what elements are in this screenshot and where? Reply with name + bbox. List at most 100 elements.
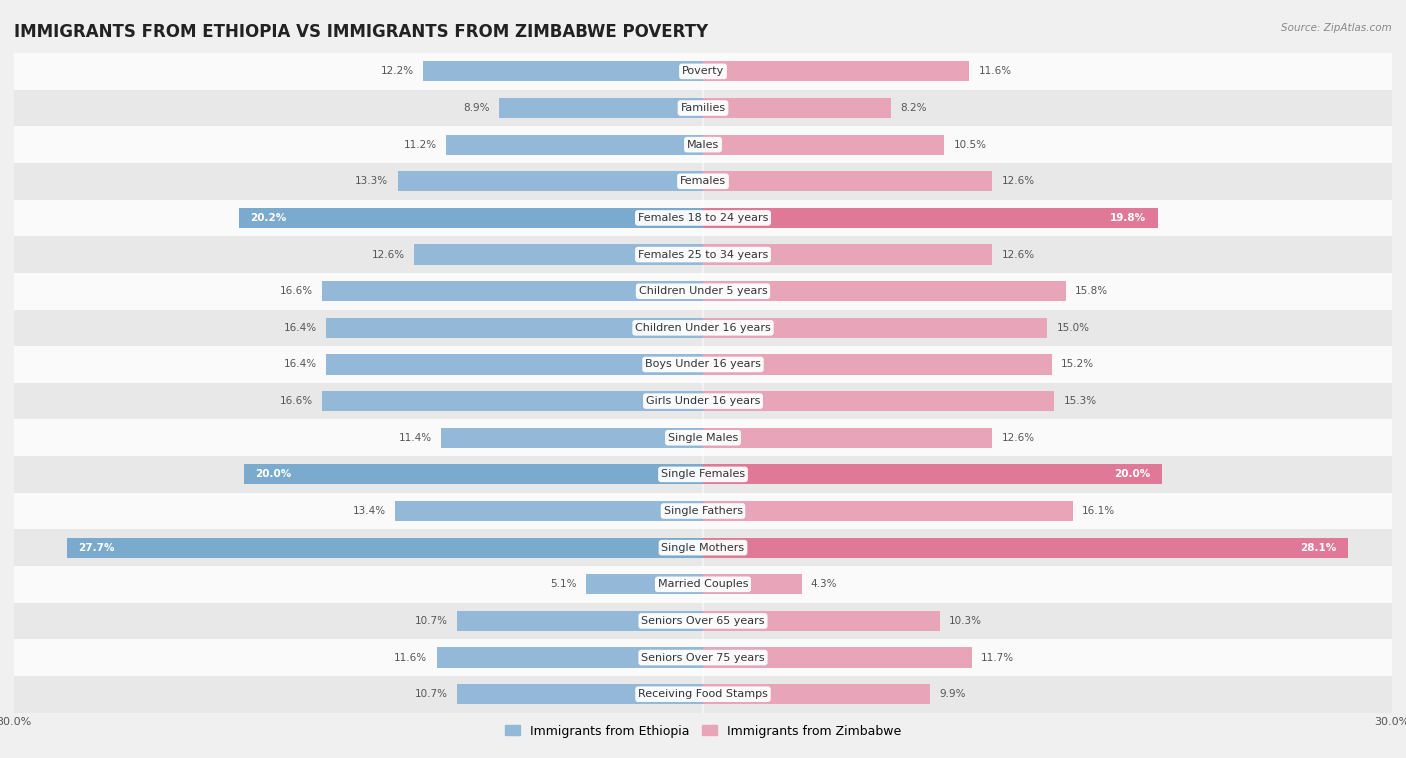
Text: 10.7%: 10.7% xyxy=(415,616,449,626)
Text: 9.9%: 9.9% xyxy=(939,689,966,699)
Text: Single Females: Single Females xyxy=(661,469,745,479)
Text: Seniors Over 75 years: Seniors Over 75 years xyxy=(641,653,765,662)
Text: Boys Under 16 years: Boys Under 16 years xyxy=(645,359,761,369)
Bar xyxy=(322,281,703,301)
Bar xyxy=(239,208,703,228)
Bar xyxy=(14,199,1392,236)
Bar xyxy=(14,529,1392,566)
Bar xyxy=(14,603,1392,639)
Bar xyxy=(67,537,703,558)
Bar xyxy=(457,611,703,631)
Bar xyxy=(423,61,703,81)
Bar xyxy=(14,89,1392,127)
Text: Single Mothers: Single Mothers xyxy=(661,543,745,553)
Text: 13.3%: 13.3% xyxy=(356,177,388,186)
Bar xyxy=(243,465,703,484)
Bar xyxy=(703,355,1052,374)
Text: Children Under 5 years: Children Under 5 years xyxy=(638,287,768,296)
Bar xyxy=(14,309,1392,346)
Text: 16.1%: 16.1% xyxy=(1083,506,1115,516)
Text: 12.6%: 12.6% xyxy=(371,249,405,259)
Text: 27.7%: 27.7% xyxy=(79,543,115,553)
Text: 12.6%: 12.6% xyxy=(1001,433,1035,443)
Text: 11.6%: 11.6% xyxy=(394,653,427,662)
Bar xyxy=(703,391,1054,411)
Bar xyxy=(14,53,1392,89)
Bar xyxy=(14,383,1392,419)
Text: 28.1%: 28.1% xyxy=(1301,543,1337,553)
Text: 13.4%: 13.4% xyxy=(353,506,387,516)
Text: Receiving Food Stamps: Receiving Food Stamps xyxy=(638,689,768,699)
Text: 16.6%: 16.6% xyxy=(280,287,312,296)
Text: 15.0%: 15.0% xyxy=(1057,323,1090,333)
Text: Families: Families xyxy=(681,103,725,113)
Bar xyxy=(703,208,1157,228)
Bar xyxy=(14,566,1392,603)
Bar xyxy=(703,684,931,704)
Bar xyxy=(441,428,703,448)
Text: Source: ZipAtlas.com: Source: ZipAtlas.com xyxy=(1281,23,1392,33)
Text: 10.5%: 10.5% xyxy=(953,139,987,149)
Bar xyxy=(703,135,945,155)
Text: 15.2%: 15.2% xyxy=(1062,359,1094,369)
Text: 10.3%: 10.3% xyxy=(949,616,981,626)
Bar xyxy=(703,61,969,81)
Bar xyxy=(703,245,993,265)
Text: Females 18 to 24 years: Females 18 to 24 years xyxy=(638,213,768,223)
Text: Poverty: Poverty xyxy=(682,67,724,77)
Text: 10.7%: 10.7% xyxy=(415,689,449,699)
Bar xyxy=(703,171,993,191)
Bar xyxy=(499,98,703,118)
Bar xyxy=(14,346,1392,383)
Bar xyxy=(703,281,1066,301)
Bar xyxy=(703,611,939,631)
Text: 12.6%: 12.6% xyxy=(1001,249,1035,259)
Bar xyxy=(14,639,1392,676)
Text: 5.1%: 5.1% xyxy=(550,579,576,589)
Text: 16.4%: 16.4% xyxy=(284,323,318,333)
Text: 12.6%: 12.6% xyxy=(1001,177,1035,186)
Text: Married Couples: Married Couples xyxy=(658,579,748,589)
Text: IMMIGRANTS FROM ETHIOPIA VS IMMIGRANTS FROM ZIMBABWE POVERTY: IMMIGRANTS FROM ETHIOPIA VS IMMIGRANTS F… xyxy=(14,23,709,41)
Bar xyxy=(395,501,703,521)
Bar xyxy=(586,575,703,594)
Text: Single Fathers: Single Fathers xyxy=(664,506,742,516)
Bar xyxy=(14,493,1392,529)
Bar xyxy=(14,163,1392,199)
Text: Children Under 16 years: Children Under 16 years xyxy=(636,323,770,333)
Text: 15.8%: 15.8% xyxy=(1076,287,1108,296)
Text: Males: Males xyxy=(688,139,718,149)
Bar xyxy=(398,171,703,191)
Text: 20.2%: 20.2% xyxy=(250,213,287,223)
Text: 15.3%: 15.3% xyxy=(1063,396,1097,406)
Text: 11.7%: 11.7% xyxy=(981,653,1014,662)
Bar xyxy=(413,245,703,265)
Bar xyxy=(703,318,1047,338)
Legend: Immigrants from Ethiopia, Immigrants from Zimbabwe: Immigrants from Ethiopia, Immigrants fro… xyxy=(501,719,905,743)
Bar xyxy=(703,647,972,668)
Bar xyxy=(703,465,1163,484)
Text: Females: Females xyxy=(681,177,725,186)
Text: Girls Under 16 years: Girls Under 16 years xyxy=(645,396,761,406)
Bar xyxy=(14,273,1392,309)
Bar xyxy=(703,98,891,118)
Text: Females 25 to 34 years: Females 25 to 34 years xyxy=(638,249,768,259)
Bar xyxy=(446,135,703,155)
Text: Single Males: Single Males xyxy=(668,433,738,443)
Bar xyxy=(322,391,703,411)
Text: 16.6%: 16.6% xyxy=(280,396,312,406)
Bar xyxy=(703,428,993,448)
Text: 4.3%: 4.3% xyxy=(811,579,838,589)
Bar xyxy=(14,236,1392,273)
Bar xyxy=(437,647,703,668)
Bar xyxy=(703,501,1073,521)
Bar xyxy=(703,575,801,594)
Bar xyxy=(14,676,1392,713)
Text: 8.2%: 8.2% xyxy=(900,103,927,113)
Bar xyxy=(326,355,703,374)
Text: 16.4%: 16.4% xyxy=(284,359,318,369)
Text: 19.8%: 19.8% xyxy=(1111,213,1146,223)
Text: 11.6%: 11.6% xyxy=(979,67,1012,77)
Text: 20.0%: 20.0% xyxy=(1115,469,1152,479)
Bar xyxy=(14,127,1392,163)
